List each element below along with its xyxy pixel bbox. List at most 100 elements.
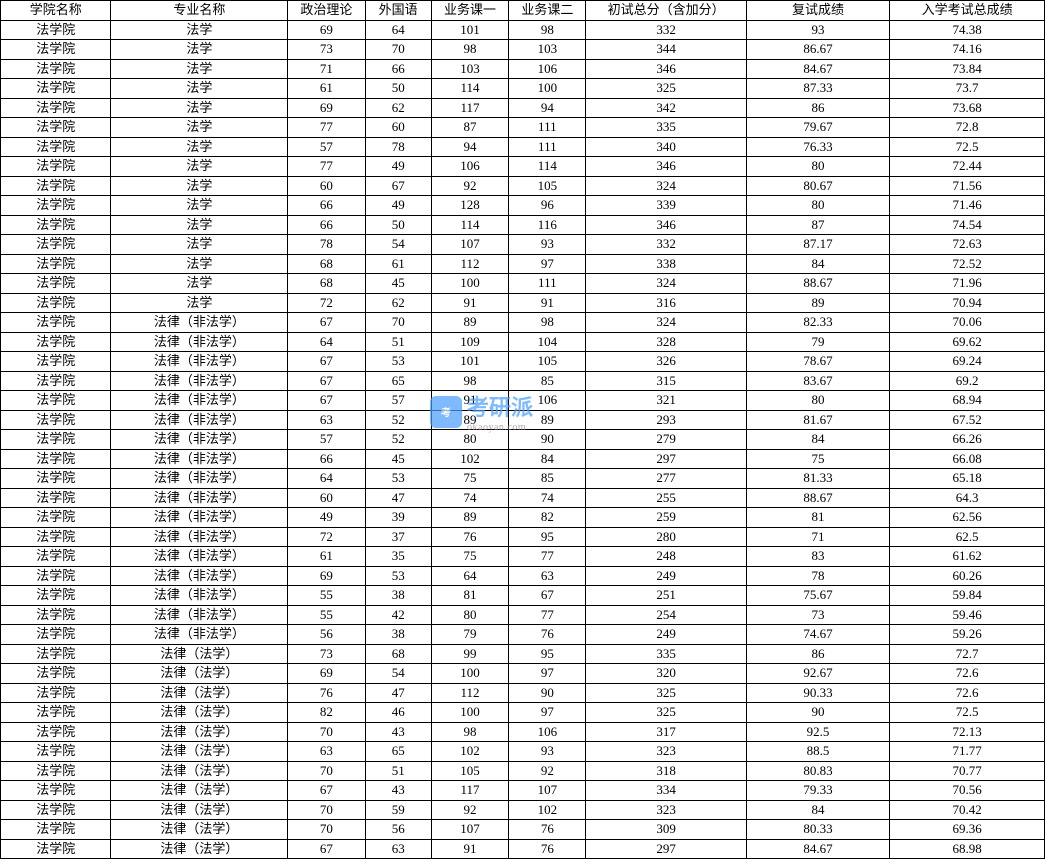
table-cell: 79	[431, 625, 508, 645]
table-header-cell: 入学考试总成绩	[890, 1, 1045, 21]
table-cell: 法律（非法学）	[111, 352, 288, 372]
table-cell: 72.44	[890, 157, 1045, 177]
table-cell: 59.26	[890, 625, 1045, 645]
table-cell: 105	[509, 352, 586, 372]
table-cell: 50	[365, 79, 431, 99]
table-cell: 55	[288, 586, 365, 606]
table-cell: 88.67	[746, 274, 890, 294]
table-cell: 70	[365, 313, 431, 333]
table-cell: 37	[365, 527, 431, 547]
table-cell: 法学	[111, 40, 288, 60]
table-cell: 75.67	[746, 586, 890, 606]
table-cell: 法律（非法学）	[111, 527, 288, 547]
table-row: 法学院法学78541079333287.1772.63	[1, 235, 1045, 255]
table-header-cell: 外国语	[365, 1, 431, 21]
table-cell: 90.33	[746, 683, 890, 703]
table-cell: 249	[586, 625, 746, 645]
table-cell: 56	[365, 820, 431, 840]
table-header-cell: 业务课一	[431, 1, 508, 21]
table-cell: 324	[586, 176, 746, 196]
table-cell: 100	[509, 79, 586, 99]
table-cell: 64	[431, 566, 508, 586]
table-cell: 74.54	[890, 215, 1045, 235]
table-cell: 128	[431, 196, 508, 216]
table-cell: 70	[365, 40, 431, 60]
table-cell: 法学	[111, 79, 288, 99]
table-header-cell: 业务课二	[509, 1, 586, 21]
table-cell: 67.52	[890, 410, 1045, 430]
table-cell: 320	[586, 664, 746, 684]
table-cell: 法学	[111, 176, 288, 196]
table-cell: 103	[431, 59, 508, 79]
table-cell: 79.67	[746, 118, 890, 138]
table-row: 法学院法律（非法学）6352898929381.6767.52	[1, 410, 1045, 430]
table-cell: 97	[509, 703, 586, 723]
table-cell: 92.5	[746, 722, 890, 742]
table-cell: 66.26	[890, 430, 1045, 450]
table-cell: 346	[586, 59, 746, 79]
table-cell: 317	[586, 722, 746, 742]
table-cell: 328	[586, 332, 746, 352]
table-cell: 82	[509, 508, 586, 528]
table-header-cell: 政治理论	[288, 1, 365, 21]
table-cell: 68.94	[890, 391, 1045, 411]
table-cell: 70	[288, 800, 365, 820]
table-cell: 71.96	[890, 274, 1045, 294]
table-cell: 94	[509, 98, 586, 118]
table-row: 法学院法学6649128963398071.46	[1, 196, 1045, 216]
table-cell: 67	[288, 371, 365, 391]
table-cell: 法学院	[1, 137, 111, 157]
table-cell: 111	[509, 274, 586, 294]
table-cell: 103	[509, 40, 586, 60]
table-cell: 法律（非法学）	[111, 566, 288, 586]
table-cell: 89	[509, 410, 586, 430]
table-cell: 50	[365, 215, 431, 235]
table-cell: 63	[288, 742, 365, 762]
table-cell: 64.3	[890, 488, 1045, 508]
table-cell: 342	[586, 98, 746, 118]
table-cell: 法学院	[1, 79, 111, 99]
table-row: 法学院法律（非法学）554280772547359.46	[1, 605, 1045, 625]
table-cell: 106	[509, 391, 586, 411]
table-cell: 法律（非法学）	[111, 371, 288, 391]
table-cell: 67	[288, 313, 365, 333]
table-cell: 法学院	[1, 703, 111, 723]
table-header-row: 学院名称专业名称政治理论外国语业务课一业务课二初试总分（含加分）复试成绩入学考试…	[1, 1, 1045, 21]
table-cell: 96	[509, 196, 586, 216]
table-row: 法学院法律（非法学）695364632497860.26	[1, 566, 1045, 586]
table-row: 法学院法律（非法学）6765988531583.6769.2	[1, 371, 1045, 391]
table-cell: 法学院	[1, 196, 111, 216]
table-cell: 74	[431, 488, 508, 508]
table-row: 法学院法学6861112973388472.52	[1, 254, 1045, 274]
table-cell: 法学院	[1, 118, 111, 138]
table-cell: 68	[288, 254, 365, 274]
table-cell: 72.13	[890, 722, 1045, 742]
table-cell: 60	[288, 176, 365, 196]
table-row: 法学院法律（非法学）493989822598162.56	[1, 508, 1045, 528]
table-cell: 100	[431, 664, 508, 684]
table-cell: 297	[586, 449, 746, 469]
table-cell: 法学院	[1, 449, 111, 469]
table-cell: 325	[586, 683, 746, 703]
table-cell: 38	[365, 625, 431, 645]
table-cell: 111	[509, 118, 586, 138]
table-row: 法学院法律（法学）76471129032590.3372.6	[1, 683, 1045, 703]
table-cell: 72.7	[890, 644, 1045, 664]
table-row: 法学院法学77608711133579.6772.8	[1, 118, 1045, 138]
table-cell: 法学院	[1, 586, 111, 606]
table-cell: 70.94	[890, 293, 1045, 313]
table-row: 法学院法律（法学）736899953358672.7	[1, 644, 1045, 664]
table-cell: 101	[431, 20, 508, 40]
table-cell: 91	[431, 391, 508, 411]
table-cell: 法学院	[1, 469, 111, 489]
table-cell: 88.67	[746, 488, 890, 508]
table-cell: 法律（法学）	[111, 664, 288, 684]
table-cell: 法学	[111, 274, 288, 294]
table-cell: 法律（非法学）	[111, 625, 288, 645]
table-cell: 76	[288, 683, 365, 703]
table-cell: 69.62	[890, 332, 1045, 352]
table-cell: 98	[431, 371, 508, 391]
table-header-cell: 复试成绩	[746, 1, 890, 21]
table-cell: 法律（法学）	[111, 683, 288, 703]
table-cell: 法律（非法学）	[111, 391, 288, 411]
